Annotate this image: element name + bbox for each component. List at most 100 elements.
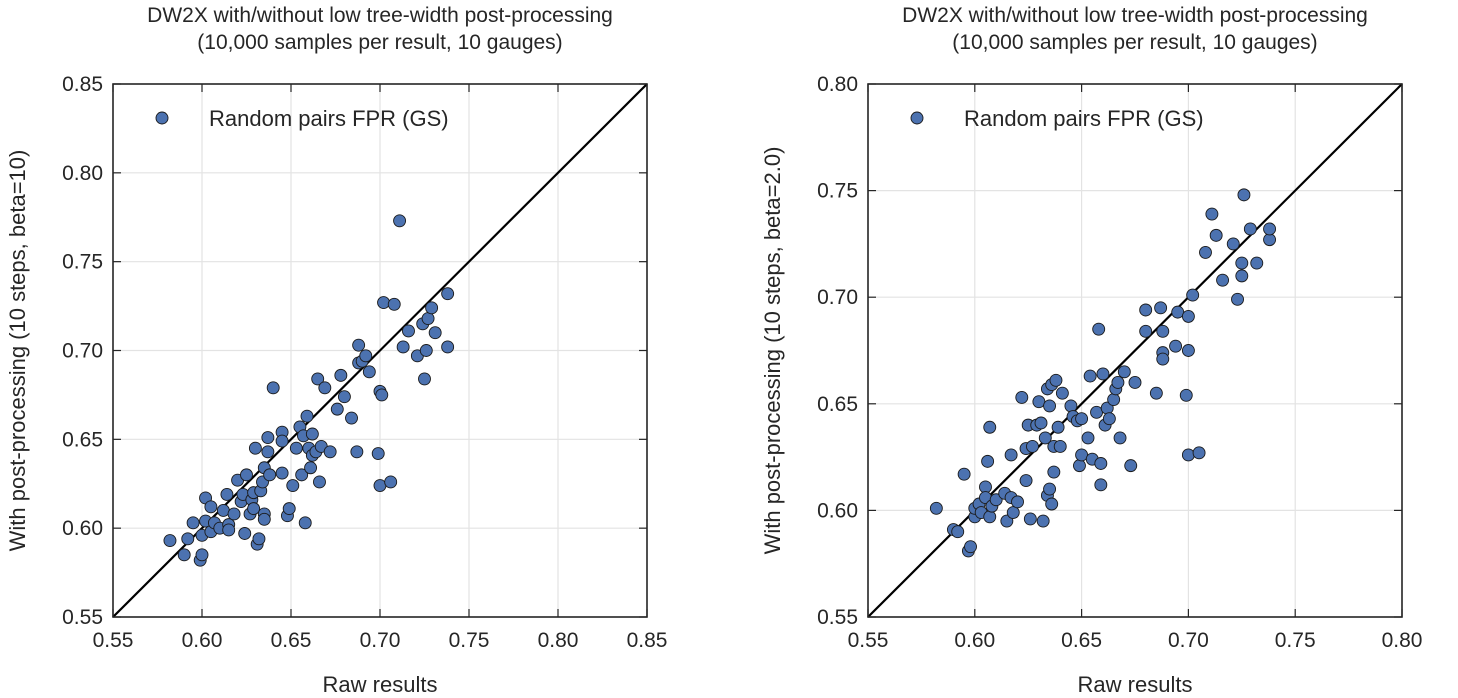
data-point — [1051, 420, 1065, 434]
data-point — [1075, 412, 1089, 426]
data-point — [375, 388, 389, 402]
data-point — [1006, 506, 1020, 519]
legend-marker — [155, 111, 169, 125]
data-point — [195, 548, 209, 562]
y-tick-label: 0.70 — [62, 340, 103, 363]
data-point — [1117, 365, 1131, 379]
data-point — [1226, 237, 1240, 251]
y-tick-label: 0.75 — [817, 180, 858, 203]
data-point — [1073, 459, 1086, 473]
data-point — [222, 523, 236, 537]
plot-frame — [867, 83, 1403, 618]
chart-subtitle: (10,000 samples per result, 10 gauges) — [952, 31, 1317, 54]
x-tick-label: 0.55 — [848, 629, 889, 652]
data-point — [1038, 431, 1052, 445]
data-point — [289, 441, 303, 455]
data-point — [957, 467, 971, 481]
y-tick-label: 0.65 — [62, 428, 103, 451]
x-tick-label: 0.75 — [1275, 629, 1316, 652]
data-point — [1113, 431, 1127, 445]
data-point — [396, 340, 410, 354]
data-point — [261, 431, 275, 445]
legend: Random pairs FPR (GS) — [155, 106, 449, 131]
x-tick-label: 0.80 — [1382, 629, 1423, 652]
data-point — [247, 502, 261, 516]
y-axis-label: With post-processing (10 steps, beta=2.0… — [760, 147, 785, 555]
data-point — [350, 445, 364, 459]
data-point — [425, 301, 439, 315]
y-tick-label: 0.60 — [62, 517, 103, 540]
data-point — [1094, 478, 1108, 492]
data-point — [186, 516, 200, 530]
data-point — [163, 534, 177, 548]
data-point — [1179, 388, 1193, 402]
data-point — [362, 365, 376, 379]
y-tick-label: 0.80 — [62, 162, 103, 185]
x-tick-label: 0.65 — [271, 629, 312, 652]
data-point — [1049, 373, 1063, 387]
y-tick-label: 0.85 — [62, 73, 103, 96]
data-point — [1055, 386, 1069, 400]
y-tick-label: 0.75 — [62, 251, 103, 274]
data-point — [1192, 446, 1206, 460]
data-point — [216, 503, 230, 517]
data-point — [1034, 416, 1048, 430]
data-point — [300, 409, 314, 423]
data-point — [1263, 233, 1277, 247]
data-point — [384, 475, 398, 489]
data-point — [1043, 399, 1057, 413]
data-point — [318, 381, 332, 395]
data-point — [337, 390, 351, 404]
data-point — [983, 420, 997, 434]
data-point — [330, 402, 344, 416]
data-point — [282, 502, 296, 516]
chart-subtitle: (10,000 samples per result, 10 gauges) — [197, 31, 562, 54]
data-point — [227, 507, 241, 521]
data-point — [1237, 188, 1251, 202]
x-tick-label: 0.75 — [449, 629, 490, 652]
data-point — [286, 479, 300, 492]
data-point — [1216, 273, 1230, 287]
data-points — [163, 214, 455, 567]
data-point — [181, 532, 195, 546]
data-point — [1111, 376, 1125, 389]
x-tick-label: 0.55 — [93, 629, 134, 652]
y-tick-label: 0.55 — [817, 606, 858, 629]
identity-line — [112, 83, 648, 618]
data-point — [1102, 412, 1116, 426]
data-point — [1015, 390, 1029, 404]
data-point — [313, 475, 326, 489]
y-tick-label: 0.55 — [62, 606, 103, 629]
x-tick-label: 0.60 — [954, 629, 995, 652]
data-point — [311, 372, 325, 386]
data-point — [1090, 405, 1104, 419]
data-point — [1026, 439, 1039, 453]
data-point — [359, 349, 373, 363]
data-point — [418, 372, 431, 386]
chart-panel-2: DW2X with/without low tree-width post-pr… — [760, 4, 1422, 697]
data-point — [275, 466, 289, 480]
data-point — [428, 326, 442, 340]
data-point — [1250, 256, 1264, 270]
data-point — [1075, 448, 1089, 462]
data-point — [1171, 305, 1185, 319]
data-point — [983, 510, 997, 524]
data-point — [1169, 339, 1183, 353]
data-point — [1019, 474, 1033, 488]
x-axis-label: Raw results — [323, 672, 438, 697]
data-point — [1064, 399, 1078, 413]
data-point — [1023, 512, 1037, 526]
y-tick-label: 0.65 — [817, 393, 858, 416]
data-point — [266, 381, 280, 395]
data-point — [1149, 386, 1163, 400]
data-point — [204, 500, 218, 514]
data-point — [1181, 448, 1195, 462]
data-point — [441, 287, 455, 301]
y-axis-label: With post-processing (10 steps, beta=10) — [5, 150, 30, 552]
data-point — [1181, 344, 1195, 357]
data-point — [402, 324, 415, 338]
data-point — [421, 312, 435, 325]
data-point — [951, 525, 965, 539]
x-tick-label: 0.65 — [1061, 629, 1102, 652]
